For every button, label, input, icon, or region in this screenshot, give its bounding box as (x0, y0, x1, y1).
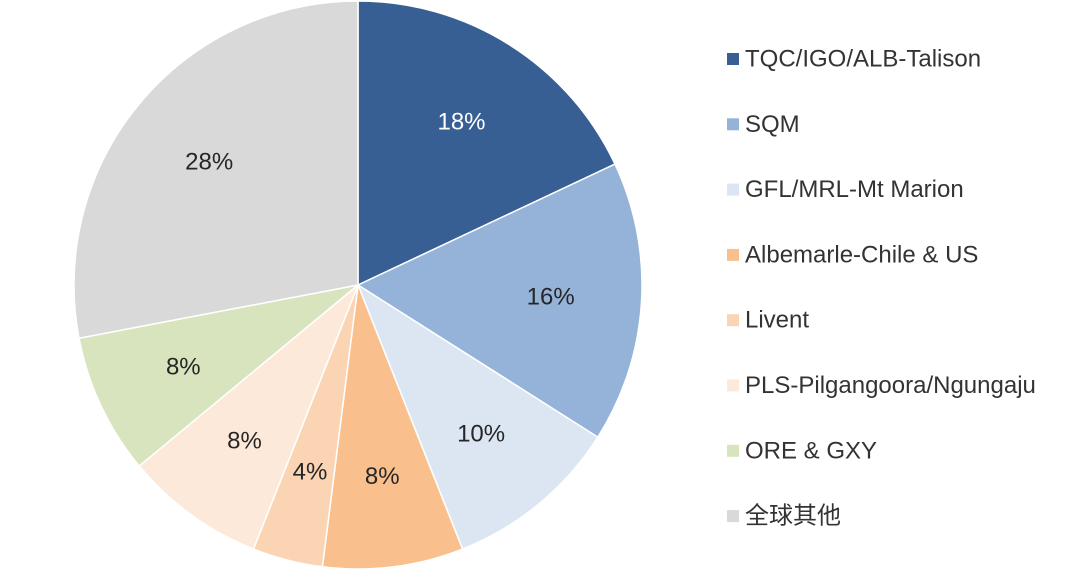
pie-slices (73, 0, 643, 570)
slice-data-label: 18% (437, 108, 485, 135)
legend-label: SQM (745, 111, 800, 138)
legend-swatch (727, 53, 739, 65)
slice-data-label: 8% (365, 463, 400, 490)
pie-slice (321, 284, 464, 570)
legend-label: 全球其他 (745, 503, 841, 530)
legend-label: TQC/IGO/ALB-Talison (745, 46, 981, 73)
slice-data-label: 8% (166, 354, 201, 381)
legend-item: Livent (727, 307, 809, 334)
legend-swatch (727, 248, 739, 261)
legend: TQC/IGO/ALB-Talison SQM GFL/MRL-Mt Marion A… (727, 46, 1036, 530)
legend-swatch (727, 379, 739, 392)
legend-item: ORE & GXY (727, 437, 877, 464)
legend-item: PLS-Pilgangoora/Ngungaju (727, 372, 1036, 399)
pie-slice (78, 284, 359, 468)
legend-swatch (727, 183, 739, 196)
legend-swatch (727, 510, 739, 523)
pie-slice (356, 283, 599, 551)
slice-data-label: 10% (457, 420, 505, 447)
pie-slice (357, 0, 616, 287)
legend-label: PLS-Pilgangoora/Ngungaju (745, 372, 1036, 399)
slice-data-label: 4% (293, 459, 328, 486)
legend-item: Albemarle-Chile & US (727, 241, 978, 268)
legend-item: TQC/IGO/ALB-Talison (727, 46, 981, 73)
legend-swatch (727, 118, 739, 131)
slice-data-label: 28% (185, 148, 233, 175)
legend-item: SQM (727, 111, 800, 138)
legend-label: Albemarle-Chile & US (745, 241, 978, 268)
pie-slice (138, 284, 359, 551)
legend-item: 全球其他 (727, 503, 841, 530)
slice-data-label: 16% (527, 284, 575, 311)
legend-item: GFL/MRL-Mt Marion (727, 176, 964, 203)
legend-label: GFL/MRL-Mt Marion (745, 176, 964, 203)
pie-slice-labels: 18% 16% 10% 8% 4% 8% 8% 28% (166, 108, 575, 490)
legend-swatch (727, 444, 739, 457)
legend-label: Livent (745, 307, 809, 334)
legend-swatch (727, 314, 739, 327)
slice-data-label: 8% (227, 428, 262, 455)
legend-label: ORE & GXY (745, 437, 877, 464)
pie-slice (73, 0, 359, 340)
pie-slice (356, 163, 643, 439)
